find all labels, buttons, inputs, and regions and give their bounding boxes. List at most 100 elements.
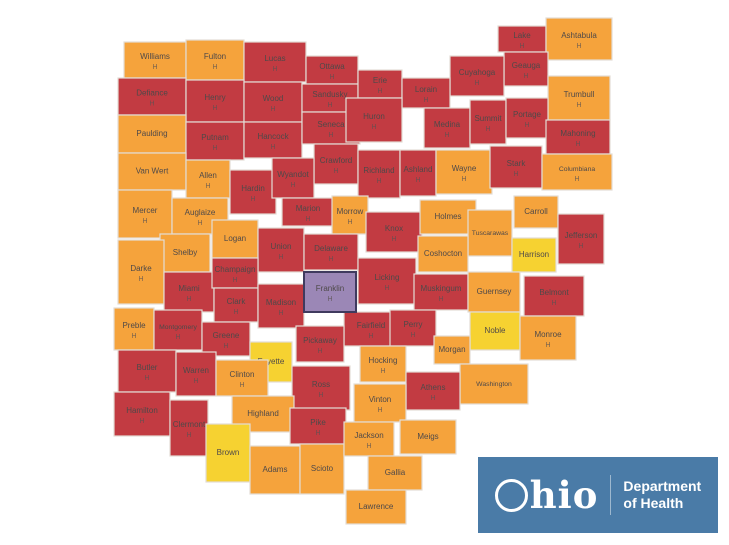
county-shape (435, 149, 493, 195)
county-shape (401, 77, 451, 109)
dept-line2: of Health (623, 495, 684, 511)
county-shape (513, 195, 559, 229)
county-shape (519, 315, 577, 361)
county-shape (417, 235, 469, 273)
county-shape (313, 143, 359, 185)
county-shape (243, 81, 303, 123)
county-shape (117, 77, 187, 116)
county-shape (303, 271, 357, 313)
county-shape (213, 287, 259, 323)
county-van-wert: Van Wert (117, 152, 187, 191)
county-carroll: Carroll (513, 195, 559, 229)
county-shape (357, 257, 417, 305)
county-shape (523, 275, 585, 317)
department-of-health-label: Department of Health (623, 478, 701, 512)
county-shape (185, 79, 245, 123)
county-shape (357, 149, 401, 199)
county-shape (433, 335, 471, 365)
county-shape (249, 445, 301, 495)
ohio-wordmark: hio (494, 472, 599, 517)
county-shape (185, 39, 245, 81)
county-shape (281, 197, 335, 227)
county-shape (345, 489, 407, 525)
county-shape (229, 169, 277, 215)
county-shape (505, 97, 549, 139)
county-shape (545, 119, 611, 155)
county-shape (175, 351, 217, 397)
county-shape (291, 365, 351, 411)
county-shape (389, 309, 437, 347)
county-shape (365, 211, 423, 253)
ohio-o-circle-icon (494, 478, 528, 512)
county-shape (303, 233, 359, 271)
odh-logo: hio Department of Health (478, 457, 718, 533)
county-shape (405, 371, 461, 411)
county-tuscarawas: Tuscarawas (467, 209, 513, 257)
county-shape (469, 99, 507, 145)
county-shape (345, 97, 403, 143)
county-coshocton: Coshocton (417, 235, 469, 273)
county-gallia: Gallia (367, 455, 423, 491)
ohio-wordmark-text: hio (529, 472, 599, 517)
county-adams: Adams (249, 445, 301, 495)
county-shape (503, 51, 549, 87)
dept-line1: Department (623, 478, 702, 495)
county-shape (467, 209, 513, 257)
county-harrison: Harrison (511, 237, 557, 273)
county-shape (153, 309, 203, 351)
county-shape (289, 407, 347, 445)
county-lawrence: Lawrence (345, 489, 407, 525)
county-shape (419, 199, 477, 235)
county-shape (331, 195, 369, 235)
county-scioto: Scioto (299, 443, 345, 495)
county-shape (215, 359, 269, 397)
county-shape (547, 75, 611, 121)
county-shape (117, 239, 165, 305)
county-shape (159, 233, 211, 273)
county-shape (123, 41, 187, 79)
county-shape (257, 283, 305, 329)
county-shape (449, 55, 505, 97)
county-guernsey: Guernsey (467, 271, 521, 313)
county-shape (211, 219, 259, 259)
county-shape (467, 271, 521, 313)
county-shape (359, 345, 407, 383)
county-shape (541, 153, 613, 191)
county-shape (117, 349, 177, 393)
